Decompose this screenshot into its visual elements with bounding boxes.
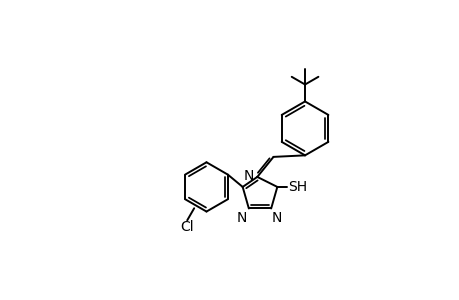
Text: N: N (271, 211, 282, 225)
Text: Cl: Cl (180, 220, 194, 234)
Text: N: N (243, 169, 254, 183)
Text: SH: SH (287, 180, 307, 194)
Text: N: N (236, 211, 247, 225)
